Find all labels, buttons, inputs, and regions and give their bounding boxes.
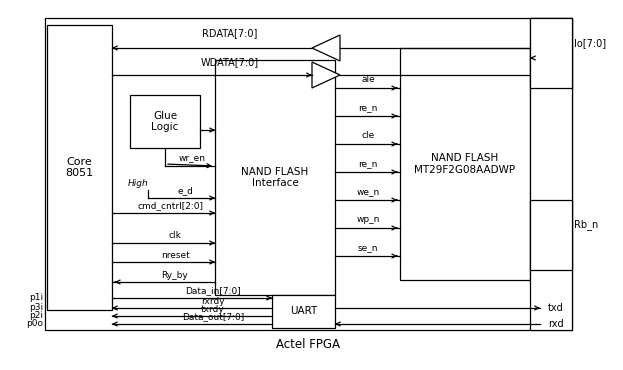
Text: Rb_n: Rb_n [574, 219, 598, 231]
Polygon shape [312, 62, 340, 88]
Text: e_d: e_d [177, 186, 193, 195]
Text: High: High [127, 178, 148, 188]
Bar [47, 25, 112, 310]
Text: p1i: p1i [29, 293, 43, 303]
Text: txrdy: txrdy [201, 305, 225, 313]
Text: nreset: nreset [161, 250, 189, 259]
Text: Io[7:0]: Io[7:0] [574, 38, 606, 48]
Text: cle: cle [361, 131, 374, 141]
Text: WDATA[7:0]: WDATA[7:0] [201, 57, 259, 67]
Text: ale: ale [361, 75, 375, 84]
Polygon shape [312, 35, 340, 61]
Text: cmd_cntrl[2:0]: cmd_cntrl[2:0] [137, 202, 203, 211]
Bar [530, 200, 572, 270]
Text: wr_en: wr_en [179, 154, 206, 162]
Text: p2i: p2i [29, 312, 43, 320]
Text: Core
8051: Core 8051 [65, 157, 93, 178]
Bar [45, 18, 572, 330]
Text: p0o: p0o [26, 320, 43, 329]
Text: Actel FPGA: Actel FPGA [277, 337, 341, 350]
Bar [130, 95, 200, 148]
Text: clk: clk [169, 232, 181, 240]
Text: wp_n: wp_n [356, 215, 379, 225]
Bar [400, 48, 530, 280]
Text: NAND FLASH
Interface: NAND FLASH Interface [241, 167, 308, 188]
Bar [530, 18, 572, 88]
Text: we_n: we_n [356, 188, 379, 196]
Text: re_n: re_n [358, 104, 378, 112]
Text: UART: UART [290, 306, 317, 316]
Text: rxrdy: rxrdy [201, 296, 225, 306]
Text: rxd: rxd [548, 319, 564, 329]
Text: se_n: se_n [358, 243, 378, 252]
Text: NAND FLASH
MT29F2G08AADWP: NAND FLASH MT29F2G08AADWP [414, 153, 516, 175]
Text: Data_out[7:0]: Data_out[7:0] [182, 313, 244, 322]
Bar [530, 18, 572, 330]
Text: txd: txd [548, 303, 564, 313]
Text: Glue
Logic: Glue Logic [151, 111, 179, 132]
Text: re_n: re_n [358, 159, 378, 168]
Text: p3i: p3i [29, 303, 43, 313]
Bar [215, 60, 335, 295]
Text: Data_in[7:0]: Data_in[7:0] [185, 286, 241, 296]
Bar [272, 295, 335, 328]
Text: Ry_by: Ry_by [161, 270, 188, 279]
Text: RDATA[7:0]: RDATA[7:0] [202, 28, 258, 38]
